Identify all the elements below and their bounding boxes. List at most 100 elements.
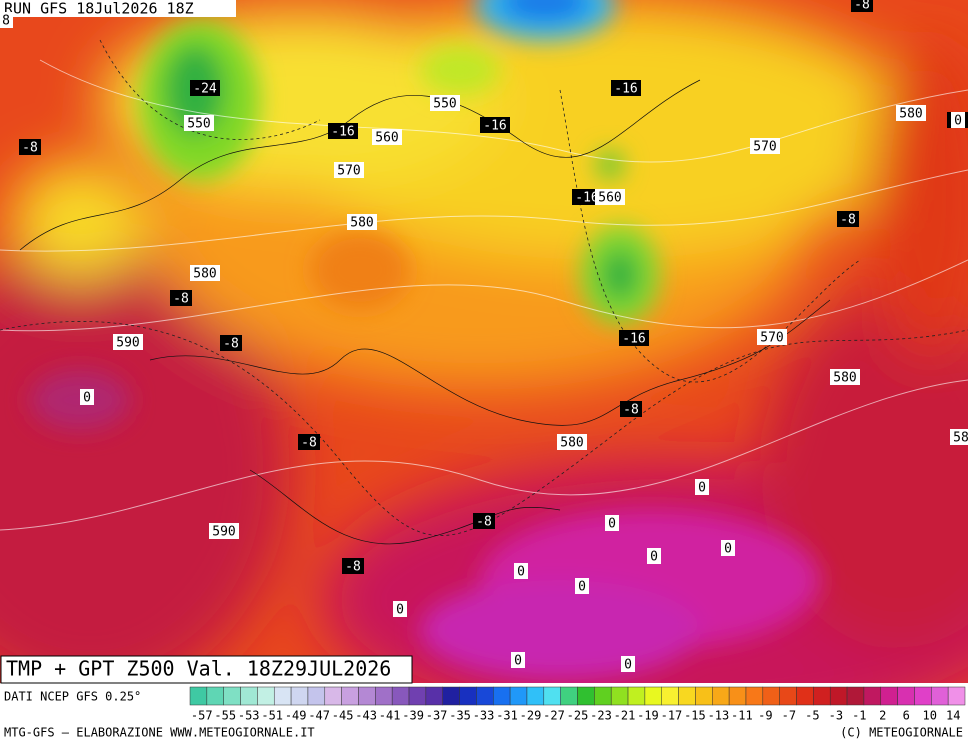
colorbar-swatch xyxy=(695,686,713,706)
colorbar-tick-label: 10 xyxy=(923,709,937,723)
contour-label-box xyxy=(342,558,364,574)
colorbar-swatch xyxy=(459,686,477,706)
colorbar-tick-label: 2 xyxy=(879,709,886,723)
contour-label-box xyxy=(575,578,589,594)
contour-label: -16 xyxy=(483,119,506,134)
colorbar-swatch xyxy=(408,686,427,706)
contour-label-box xyxy=(80,389,94,405)
colorbar-swatch xyxy=(610,686,629,706)
colorbar-tick-label: -29 xyxy=(520,709,542,723)
contour-label-box xyxy=(347,214,377,230)
colorbar-tick-label: -57 xyxy=(191,709,213,723)
colorbar-swatch xyxy=(206,686,224,706)
colorbar-tick-label: -5 xyxy=(805,709,819,723)
colorbar-swatch xyxy=(375,686,393,706)
contour-label-box xyxy=(695,479,709,495)
contour-label-box xyxy=(328,123,358,139)
colorbar-tick-label: -17 xyxy=(661,709,683,723)
contour-label: 0 xyxy=(517,565,525,580)
contour-label-box xyxy=(372,129,402,145)
colorbar-swatch xyxy=(358,686,376,706)
contour-label-box xyxy=(851,0,873,12)
contour-label: 560 xyxy=(375,131,398,146)
colorbar-swatch xyxy=(728,686,747,706)
contour-label-box xyxy=(298,434,320,450)
colorbar-swatch xyxy=(189,686,208,706)
colorbar-tick-label: -9 xyxy=(758,709,772,723)
colorbar-swatch xyxy=(257,686,275,706)
contour-label: 580 xyxy=(560,436,583,451)
contour-label: 570 xyxy=(753,140,776,155)
contour-label: 560 xyxy=(598,191,621,206)
colorbar-tick-label: -55 xyxy=(214,709,236,723)
contour-label-box xyxy=(757,329,787,345)
colorbar-tick-label: 14 xyxy=(946,709,960,723)
colorbar-swatch xyxy=(577,686,595,706)
contour-label: -8 xyxy=(840,213,856,228)
colorbar-swatch xyxy=(846,686,865,706)
colorbar-swatch xyxy=(324,686,342,706)
contour-label-box xyxy=(721,540,735,556)
colorbar-swatch xyxy=(341,686,359,706)
colorbar-swatch xyxy=(476,686,494,706)
contour-label: 0 xyxy=(650,550,658,565)
contour-label: 550 xyxy=(187,117,210,132)
colorbar-swatch xyxy=(307,686,326,706)
contour-label: 0 xyxy=(608,517,616,532)
contour-label-box xyxy=(113,334,143,350)
colorbar-swatch xyxy=(661,686,679,706)
contour-label-box xyxy=(480,117,510,133)
colorbar-tick-label: -25 xyxy=(567,709,589,723)
contour-label-box xyxy=(951,112,965,128)
colorbar-tick-label: -11 xyxy=(731,709,753,723)
colorbar-swatch xyxy=(762,686,780,706)
colorbar-tick-label: -39 xyxy=(402,709,424,723)
colorbar-swatch xyxy=(442,686,460,706)
run-box xyxy=(0,0,236,17)
colorbar-swatch xyxy=(745,686,764,706)
contour-label: -8 xyxy=(854,0,870,13)
credit-label: MTG-GFS — ELABORAZIONE WWW.METEOGIORNALE… xyxy=(4,726,315,740)
colorbar-tick-label: -31 xyxy=(496,709,518,723)
contour-label-box xyxy=(511,652,525,668)
colorbar-tick-label: -47 xyxy=(308,709,330,723)
colorbar-tick-label: -19 xyxy=(637,709,659,723)
contour-label: -8 xyxy=(345,560,361,575)
contour-label-box xyxy=(647,548,661,564)
colorbar-swatch xyxy=(796,686,814,706)
contour-label: -16 xyxy=(614,82,637,97)
colorbar-swatch xyxy=(627,686,646,706)
contour-label-box xyxy=(473,513,495,529)
colorbar-swatch xyxy=(240,686,258,706)
colorbar-swatch xyxy=(493,686,511,706)
colorbar-swatch xyxy=(290,686,309,706)
contour-label: 0 xyxy=(954,114,962,129)
contour-label-box xyxy=(896,105,926,121)
colorbar-swatch xyxy=(644,686,662,706)
colorbar-tick-label: -13 xyxy=(708,709,730,723)
contour-label-box xyxy=(750,138,780,154)
contour-label: 590 xyxy=(212,525,235,540)
colorbar-swatch xyxy=(273,686,292,706)
contour-label-box xyxy=(19,139,41,155)
colorbar-tick-label: -53 xyxy=(238,709,260,723)
contour-label-box xyxy=(209,523,239,539)
colorbar-tick-label: -15 xyxy=(684,709,706,723)
source-label: DATI NCEP GFS 0.25° xyxy=(4,690,141,704)
colorbar-swatch xyxy=(526,686,545,706)
colorbar-swatch xyxy=(863,686,882,706)
colorbar-tick-label: -21 xyxy=(614,709,636,723)
contour-label: 58 xyxy=(953,431,968,446)
contour-label-box xyxy=(605,515,619,531)
contour-label: 580 xyxy=(350,216,373,231)
colorbar-tick-label: 6 xyxy=(903,709,910,723)
colorbar-swatch xyxy=(223,686,241,706)
colorbar-swatch xyxy=(391,686,410,706)
contour-label: -8 xyxy=(173,292,189,307)
colorbar-swatch xyxy=(509,686,528,706)
colorbar-swatch xyxy=(712,686,730,706)
contour-label: -16 xyxy=(622,332,645,347)
contour-label: 0 xyxy=(724,542,732,557)
colorbar-tick-label: -3 xyxy=(829,709,843,723)
contour-label: 580 xyxy=(899,107,922,122)
